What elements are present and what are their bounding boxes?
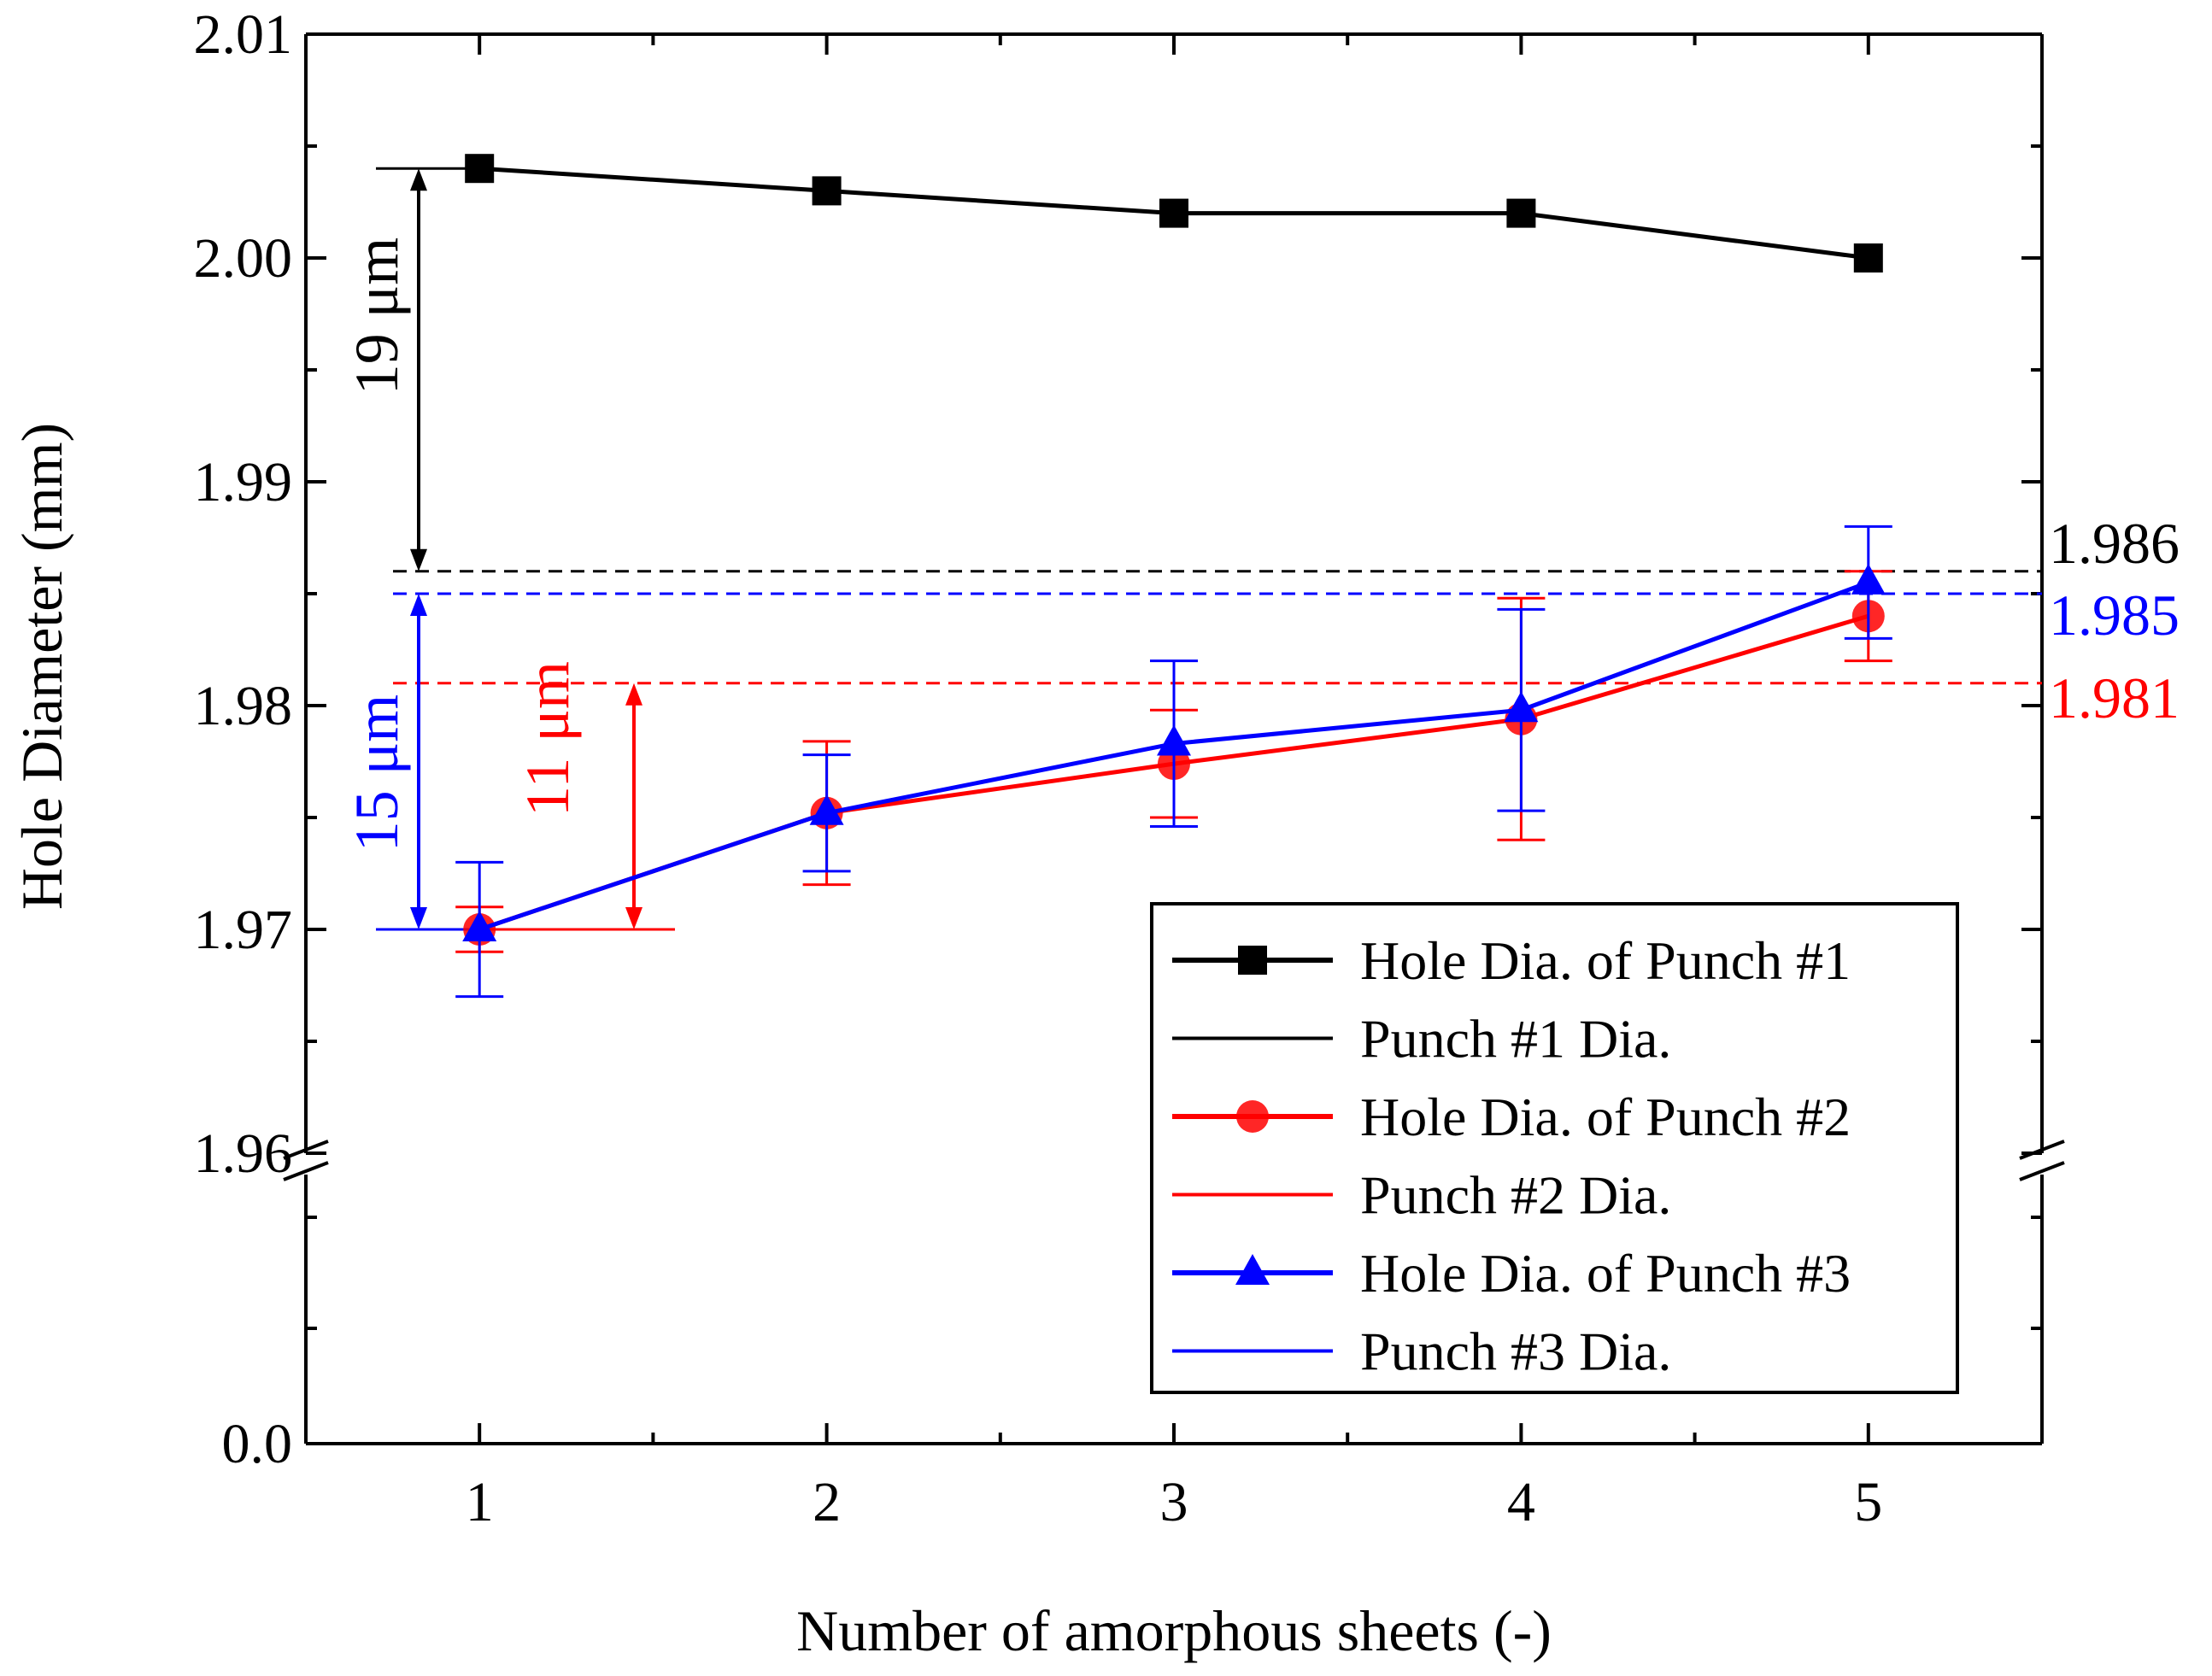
legend: Hole Dia. of Punch #1 Punch #1 Dia. Hole D… [1150,902,1959,1394]
x-tick-label: 2 [813,1471,841,1533]
data-point [1851,563,1886,595]
y-tick-label: 2.00 [194,227,293,290]
y-tick-label: 0.0 [222,1413,293,1475]
data-point [809,794,844,825]
data-point [1506,198,1536,228]
legend-label: Punch #3 Dia. [1360,1321,1671,1382]
reference-line-label: 1.985 [2049,583,2180,648]
y-tick-label: 2.01 [194,3,293,66]
data-point [812,176,842,206]
y-tick-label: 1.97 [194,899,293,961]
x-tick-label: 5 [1854,1471,1882,1533]
dimension-arrowhead [410,168,427,191]
reference-line-label: 1.981 [2049,665,2180,730]
axis-break-right [2019,1140,2065,1181]
data-point [1504,691,1539,723]
annotations: 19 μm 15 μm 11 μm [343,167,675,931]
legend-marker [1235,1254,1270,1285]
series-square [465,154,1883,272]
y-tick-label: 1.99 [194,451,293,513]
dimension-arrowhead [410,907,427,929]
dimension-label: 15 μm [343,694,411,853]
series-triangle [455,524,1892,999]
legend-label: Hole Dia. of Punch #2 [1360,1087,1851,1147]
data-point [465,154,495,184]
x-axis-title: Number of amorphous sheets (-) [796,1598,1552,1663]
axis-ticks: 2.01 2.00 1.99 1.98 1.97 1.96 0.0 1 2 3 4 5 [194,3,2042,1533]
dimension-arrowhead [625,907,642,929]
legend-label: Hole Dia. of Punch #1 [1360,930,1851,991]
legend-label: Hole Dia. of Punch #3 [1360,1243,1851,1304]
legend-marker [1238,946,1267,975]
y-tick-label: 1.98 [194,675,293,737]
dimension-label: 19 μm [343,237,411,396]
dimension-arrowhead [410,548,427,571]
x-tick-label: 1 [466,1471,494,1533]
dimension-arrowhead [625,683,642,706]
dimension-arrowhead [410,594,427,616]
data-series [455,154,1892,999]
y-axis-title: Hole Diameter (mm) [9,423,74,910]
y-tick-label: 1.96 [194,1122,293,1185]
legend-box [1150,902,1959,1394]
reference-lines: 1.986 1.981 1.985 [393,511,2180,730]
reference-line-label: 1.986 [2049,511,2180,576]
axis-break-left [283,1140,329,1181]
data-point [462,911,497,941]
x-tick-label: 3 [1160,1471,1188,1533]
legend-marker [1236,1100,1269,1133]
data-point [1159,198,1188,228]
legend-label: Punch #2 Dia. [1360,1165,1671,1226]
dimension-label: 11 μm [513,661,582,817]
legend-label: Punch #1 Dia. [1360,1009,1671,1069]
data-point [1157,724,1191,756]
x-tick-label: 4 [1507,1471,1535,1533]
data-point [1853,243,1883,272]
